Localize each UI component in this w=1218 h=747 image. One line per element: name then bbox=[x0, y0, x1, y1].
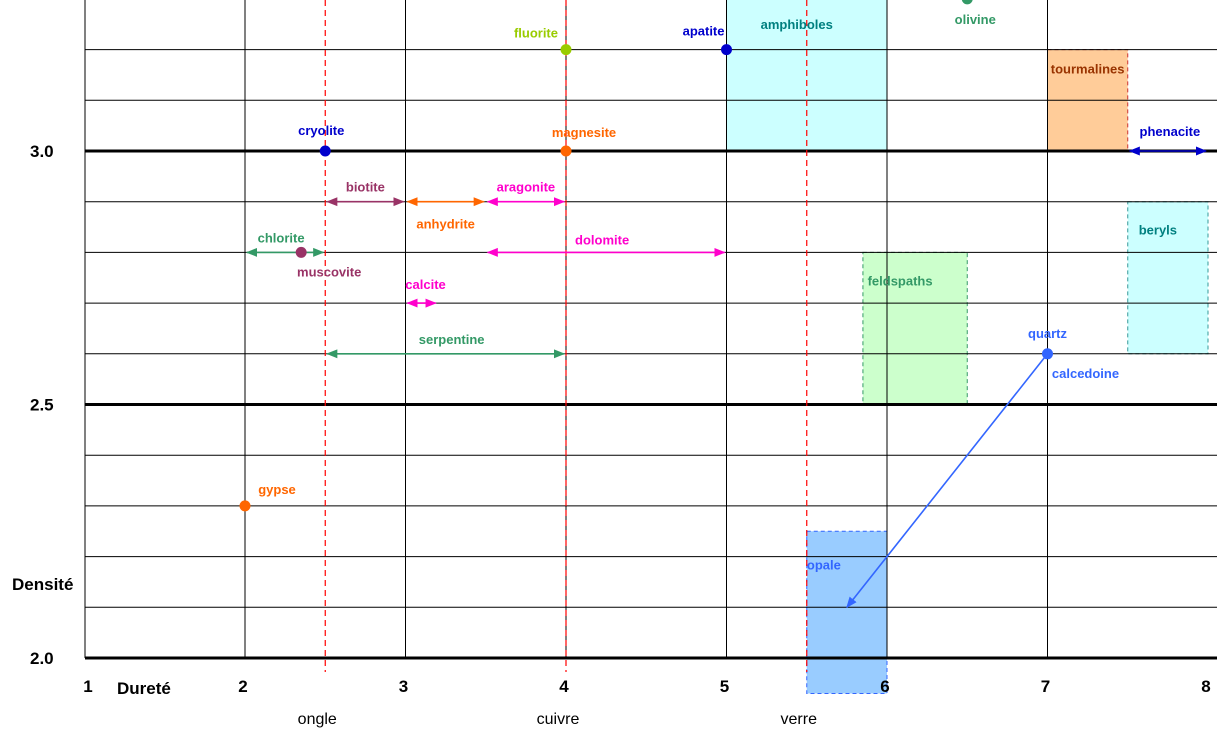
x-axis-title: Dureté bbox=[117, 679, 171, 698]
x-tick-label: 6 bbox=[880, 677, 889, 696]
point-gypse bbox=[239, 500, 251, 512]
x-tick-label: 7 bbox=[1041, 677, 1050, 696]
point-label-cryolite: cryolite bbox=[298, 123, 344, 138]
region-label-beryls: beryls bbox=[1139, 223, 1177, 238]
y-tick-label: 2.0 bbox=[30, 649, 54, 668]
range-label-serpentine: serpentine bbox=[419, 332, 485, 347]
range-label-biotite: biotite bbox=[346, 180, 385, 195]
annotation-arrow bbox=[846, 353, 1049, 609]
x-tick-label: 4 bbox=[559, 677, 569, 696]
x-tick-label: 5 bbox=[720, 677, 729, 696]
region-label-tourmalines: tourmalines bbox=[1051, 62, 1125, 77]
region-beryls bbox=[1127, 201, 1209, 355]
reference-label-cuivre: cuivre bbox=[537, 711, 580, 728]
point-label-apatite: apatite bbox=[683, 24, 725, 39]
labels-layer: Densité Dureté ongle cuivre verre 1 2 3 4 5 6 7 8 3… bbox=[12, 12, 1211, 728]
range-label-aragonite: aragonite bbox=[497, 180, 556, 195]
x-tick-label: 2 bbox=[238, 677, 247, 696]
point-cryolite bbox=[319, 145, 331, 157]
point-label-fluorite: fluorite bbox=[514, 26, 558, 41]
reference-label-ongle: ongle bbox=[298, 711, 337, 728]
range-label-dolomite: dolomite bbox=[575, 232, 629, 247]
range-label-anhydrite: anhydrite bbox=[416, 217, 475, 232]
region-opale bbox=[806, 530, 888, 694]
regions-layer bbox=[726, 0, 1209, 694]
point-muscovite bbox=[295, 246, 307, 258]
point-fluorite bbox=[560, 44, 572, 56]
point-magnesite bbox=[560, 145, 572, 157]
x-tick-label: 1 bbox=[83, 677, 92, 696]
reference-lines-layer bbox=[324, 0, 808, 672]
range-label-calcite: calcite bbox=[405, 277, 445, 292]
annotation-label: calcedoine bbox=[1052, 366, 1119, 381]
point-apatite bbox=[721, 44, 732, 56]
point-quartz bbox=[1042, 348, 1053, 360]
grid-layer bbox=[84, 0, 1217, 660]
y-tick-label: 2.5 bbox=[30, 396, 54, 415]
region-label-opale: opale bbox=[807, 557, 841, 572]
range-label-phenacite: phenacite bbox=[1140, 124, 1201, 139]
y-axis-title: Densité bbox=[12, 575, 73, 594]
point-label-gypse: gypse bbox=[258, 482, 296, 497]
y-tick-label: 3.0 bbox=[30, 142, 54, 161]
x-tick-label: 3 bbox=[399, 677, 408, 696]
range-label-chlorite: chlorite bbox=[258, 230, 305, 245]
region-label-amphiboles: amphiboles bbox=[761, 17, 833, 32]
point-label-olivine: olivine bbox=[955, 12, 996, 27]
x-tick-label: 8 bbox=[1201, 677, 1210, 696]
points-layer bbox=[239, 0, 1053, 512]
ranges-layer bbox=[245, 146, 1208, 609]
region-label-feldspaths: feldspaths bbox=[868, 273, 933, 288]
point-label-quartz: quartz bbox=[1028, 326, 1068, 341]
reference-label-verre: verre bbox=[781, 711, 818, 728]
point-olivine bbox=[961, 0, 973, 5]
point-label-muscovite: muscovite bbox=[297, 264, 361, 279]
point-label-magnesite: magnesite bbox=[552, 125, 616, 140]
